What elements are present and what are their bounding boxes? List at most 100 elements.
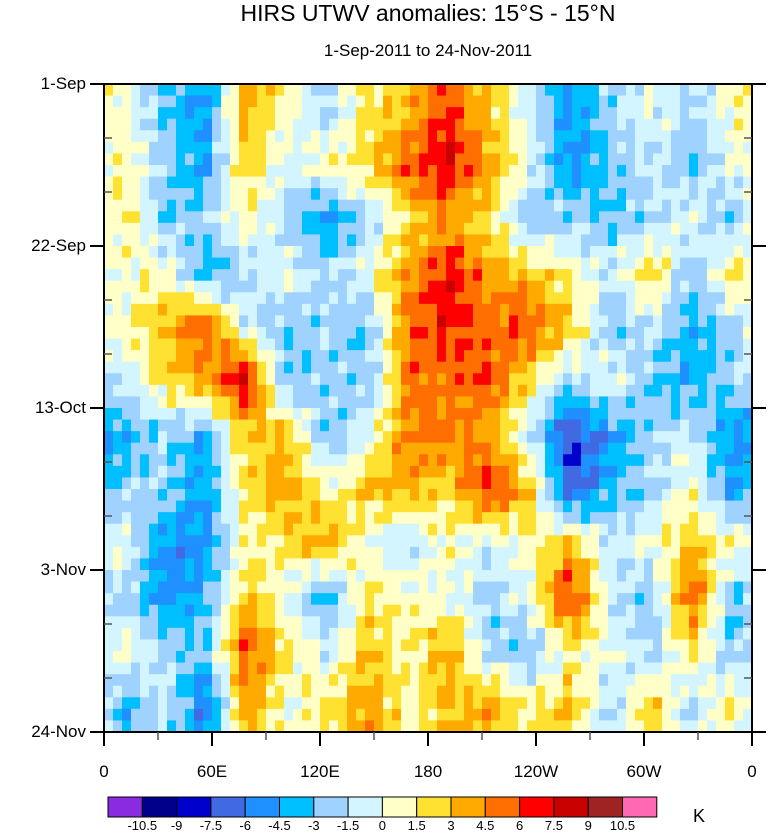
colorbar-label: -4.5 — [268, 818, 291, 833]
field-cell — [680, 315, 690, 328]
field-cell — [365, 720, 375, 733]
field-cell — [536, 84, 546, 97]
field-cell — [563, 211, 573, 224]
field-cell — [437, 489, 447, 502]
field-cell — [239, 558, 249, 571]
field-cell — [572, 118, 582, 131]
field-cell — [401, 570, 411, 583]
field-cell — [248, 523, 258, 536]
field-cell — [608, 130, 618, 143]
field-cell — [626, 280, 636, 293]
field-cell — [491, 165, 501, 178]
field-cell — [131, 570, 141, 583]
field-cell — [725, 431, 735, 444]
field-cell — [473, 523, 483, 536]
field-cell — [284, 95, 294, 108]
field-cell — [203, 315, 213, 328]
field-cell — [590, 570, 600, 583]
field-cell — [707, 350, 717, 363]
field-cell — [320, 95, 330, 108]
field-cell — [104, 662, 114, 675]
field-cell — [212, 604, 222, 617]
field-cell — [572, 512, 582, 525]
field-cell — [185, 477, 195, 490]
field-cell — [113, 257, 123, 270]
field-cell — [473, 95, 483, 108]
field-cell — [104, 188, 114, 201]
field-cell — [662, 338, 672, 351]
field-cell — [572, 257, 582, 270]
field-cell — [635, 651, 645, 664]
field-cell — [545, 327, 555, 340]
field-cell — [221, 465, 231, 479]
field-cell — [257, 246, 267, 259]
field-cell — [149, 188, 159, 201]
field-cell — [320, 431, 330, 444]
field-cell — [446, 338, 456, 351]
field-cell — [617, 315, 627, 328]
field-cell — [131, 431, 141, 444]
field-cell — [608, 500, 618, 513]
field-cell — [347, 570, 357, 583]
field-cell — [374, 373, 384, 386]
field-cell — [464, 327, 474, 340]
anomaly-field — [104, 84, 753, 733]
field-cell — [293, 327, 303, 340]
field-cell — [347, 107, 357, 120]
field-cell — [419, 118, 429, 131]
field-cell — [167, 118, 177, 131]
field-cell — [437, 165, 447, 178]
field-cell — [329, 465, 339, 479]
field-cell — [401, 639, 411, 652]
field-cell — [185, 327, 195, 340]
field-cell — [329, 674, 339, 687]
field-cell — [563, 419, 573, 432]
field-cell — [248, 141, 258, 155]
field-cell — [518, 662, 528, 675]
field-cell — [320, 338, 330, 351]
field-cell — [311, 651, 321, 664]
field-cell — [599, 84, 609, 97]
field-cell — [185, 604, 195, 617]
field-cell — [635, 95, 645, 108]
field-cell — [500, 408, 510, 421]
field-cell — [140, 720, 150, 733]
field-cell — [392, 165, 402, 178]
field-cell — [527, 292, 537, 305]
field-cell — [428, 303, 438, 317]
field-cell — [590, 303, 600, 317]
field-cell — [131, 130, 141, 143]
field-cell — [158, 408, 168, 421]
field-cell — [725, 708, 735, 722]
field-cell — [347, 303, 357, 317]
field-cell — [158, 303, 168, 317]
field-cell — [491, 512, 501, 525]
field-cell — [644, 616, 654, 629]
field-cell — [248, 107, 258, 120]
field-cell — [653, 651, 663, 664]
field-cell — [365, 442, 375, 455]
field-cell — [158, 280, 168, 293]
field-cell — [707, 651, 717, 664]
field-cell — [230, 246, 240, 259]
field-cell — [707, 361, 717, 374]
field-cell — [527, 350, 537, 363]
field-cell — [113, 431, 123, 444]
field-cell — [455, 384, 465, 398]
field-cell — [230, 627, 240, 641]
field-cell — [158, 442, 168, 455]
field-cell — [131, 280, 141, 293]
field-cell — [194, 384, 204, 398]
field-cell — [671, 465, 681, 479]
field-cell — [581, 350, 591, 363]
field-cell — [419, 199, 429, 212]
field-cell — [518, 604, 528, 617]
field-cell — [689, 674, 699, 687]
field-cell — [104, 535, 114, 548]
field-cell — [176, 165, 186, 178]
field-cell — [392, 558, 402, 571]
field-cell — [158, 141, 168, 155]
field-cell — [671, 165, 681, 178]
field-cell — [572, 211, 582, 224]
field-cell — [689, 477, 699, 490]
